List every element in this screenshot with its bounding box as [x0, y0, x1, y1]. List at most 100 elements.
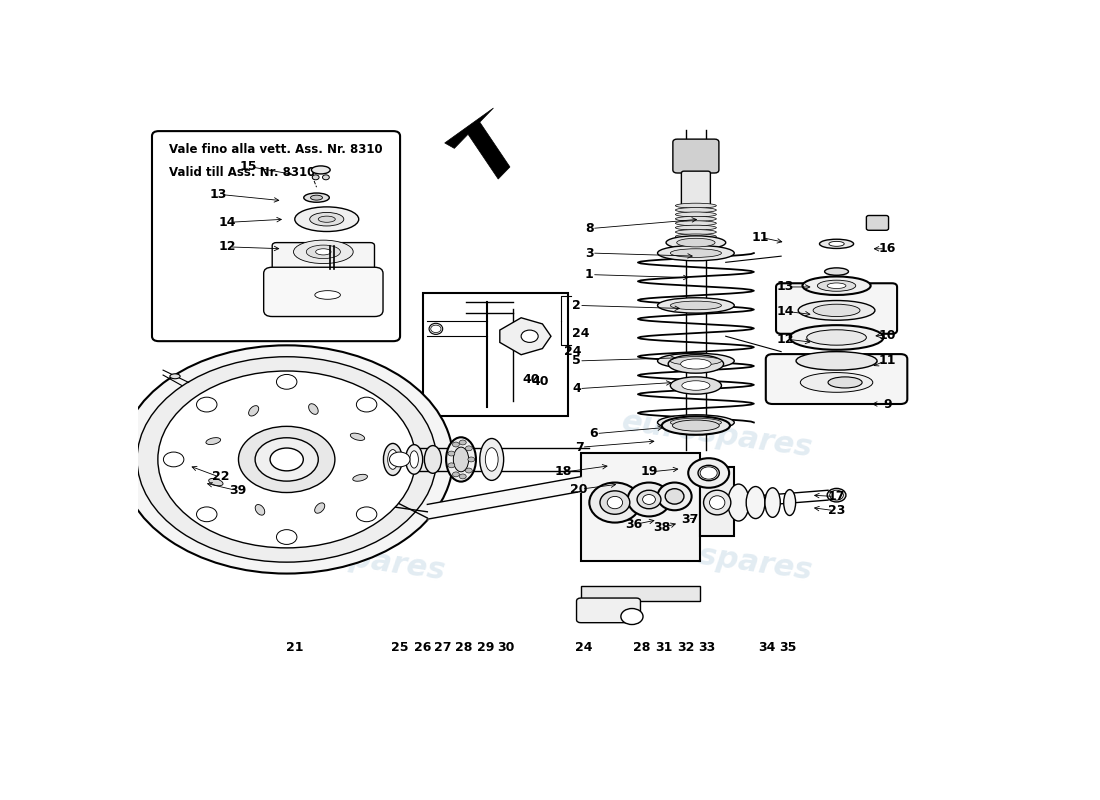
Text: 15: 15: [240, 160, 257, 174]
Text: 25: 25: [392, 641, 409, 654]
Ellipse shape: [746, 486, 764, 518]
Ellipse shape: [667, 236, 726, 250]
Text: 34: 34: [758, 641, 776, 654]
Ellipse shape: [306, 245, 340, 258]
Polygon shape: [444, 108, 510, 179]
Ellipse shape: [447, 438, 476, 482]
Ellipse shape: [728, 484, 749, 521]
Circle shape: [460, 440, 466, 445]
Ellipse shape: [158, 371, 416, 548]
FancyBboxPatch shape: [272, 242, 374, 281]
Ellipse shape: [453, 447, 469, 472]
Ellipse shape: [658, 246, 735, 261]
Text: 5: 5: [572, 354, 581, 367]
FancyBboxPatch shape: [576, 598, 640, 622]
Ellipse shape: [675, 221, 716, 226]
Text: 2: 2: [572, 299, 581, 312]
Circle shape: [197, 397, 217, 412]
Ellipse shape: [410, 451, 418, 468]
Ellipse shape: [169, 374, 180, 378]
Text: 7: 7: [574, 441, 583, 454]
Ellipse shape: [206, 438, 221, 445]
Text: eurospares: eurospares: [253, 530, 448, 586]
Text: 37: 37: [681, 514, 698, 526]
Ellipse shape: [295, 207, 359, 231]
Text: 28: 28: [634, 641, 651, 654]
Ellipse shape: [704, 490, 730, 515]
Ellipse shape: [642, 494, 656, 505]
Ellipse shape: [817, 280, 856, 291]
Text: 27: 27: [433, 641, 451, 654]
Ellipse shape: [312, 175, 319, 180]
Ellipse shape: [675, 207, 716, 213]
Ellipse shape: [322, 175, 329, 180]
Ellipse shape: [628, 482, 670, 517]
Ellipse shape: [315, 290, 340, 299]
Text: 3: 3: [585, 246, 594, 259]
Ellipse shape: [681, 359, 711, 369]
Ellipse shape: [710, 496, 725, 510]
Text: 13: 13: [210, 188, 228, 201]
FancyBboxPatch shape: [264, 267, 383, 317]
FancyBboxPatch shape: [776, 283, 898, 334]
Circle shape: [431, 325, 441, 333]
Ellipse shape: [304, 193, 329, 202]
FancyBboxPatch shape: [424, 293, 568, 416]
Ellipse shape: [600, 491, 630, 514]
Ellipse shape: [350, 433, 365, 441]
Ellipse shape: [590, 482, 640, 522]
Ellipse shape: [672, 420, 719, 431]
Circle shape: [829, 490, 844, 500]
Ellipse shape: [239, 426, 334, 493]
Text: 24: 24: [572, 326, 590, 340]
Text: 23: 23: [828, 504, 845, 517]
Text: 17: 17: [828, 490, 845, 503]
Text: eurospares: eurospares: [253, 407, 448, 462]
Ellipse shape: [802, 277, 871, 295]
Ellipse shape: [764, 488, 780, 518]
Text: 12: 12: [777, 333, 794, 346]
Ellipse shape: [406, 445, 422, 474]
Ellipse shape: [271, 448, 304, 471]
Text: 9: 9: [883, 398, 892, 410]
Text: 10: 10: [879, 329, 896, 342]
Circle shape: [276, 374, 297, 390]
Ellipse shape: [828, 377, 862, 388]
Circle shape: [465, 468, 472, 473]
Ellipse shape: [668, 354, 724, 373]
FancyBboxPatch shape: [700, 467, 735, 537]
Ellipse shape: [825, 268, 848, 275]
Circle shape: [276, 530, 297, 545]
Ellipse shape: [813, 304, 860, 317]
Ellipse shape: [315, 503, 324, 514]
Ellipse shape: [658, 353, 735, 369]
Text: 35: 35: [779, 641, 796, 654]
Text: 14: 14: [777, 305, 794, 318]
Circle shape: [468, 457, 475, 462]
Text: eurospares: eurospares: [619, 407, 815, 462]
Ellipse shape: [783, 490, 795, 515]
Ellipse shape: [637, 490, 661, 509]
Text: 26: 26: [415, 641, 432, 654]
Circle shape: [452, 472, 460, 477]
Text: 12: 12: [218, 241, 235, 254]
Text: 13: 13: [777, 281, 794, 294]
Ellipse shape: [158, 371, 416, 548]
Ellipse shape: [675, 234, 716, 239]
FancyBboxPatch shape: [152, 131, 400, 341]
Text: 19: 19: [640, 466, 658, 478]
Ellipse shape: [675, 203, 716, 208]
Ellipse shape: [675, 225, 716, 230]
Text: 29: 29: [476, 641, 494, 654]
Ellipse shape: [429, 323, 442, 334]
Ellipse shape: [827, 283, 846, 289]
Text: 38: 38: [653, 521, 670, 534]
Ellipse shape: [670, 377, 722, 394]
Ellipse shape: [675, 230, 716, 234]
Ellipse shape: [318, 216, 336, 222]
Ellipse shape: [249, 406, 258, 416]
Circle shape: [620, 609, 644, 625]
Ellipse shape: [387, 450, 398, 470]
Text: 28: 28: [455, 641, 473, 654]
Ellipse shape: [310, 213, 344, 226]
